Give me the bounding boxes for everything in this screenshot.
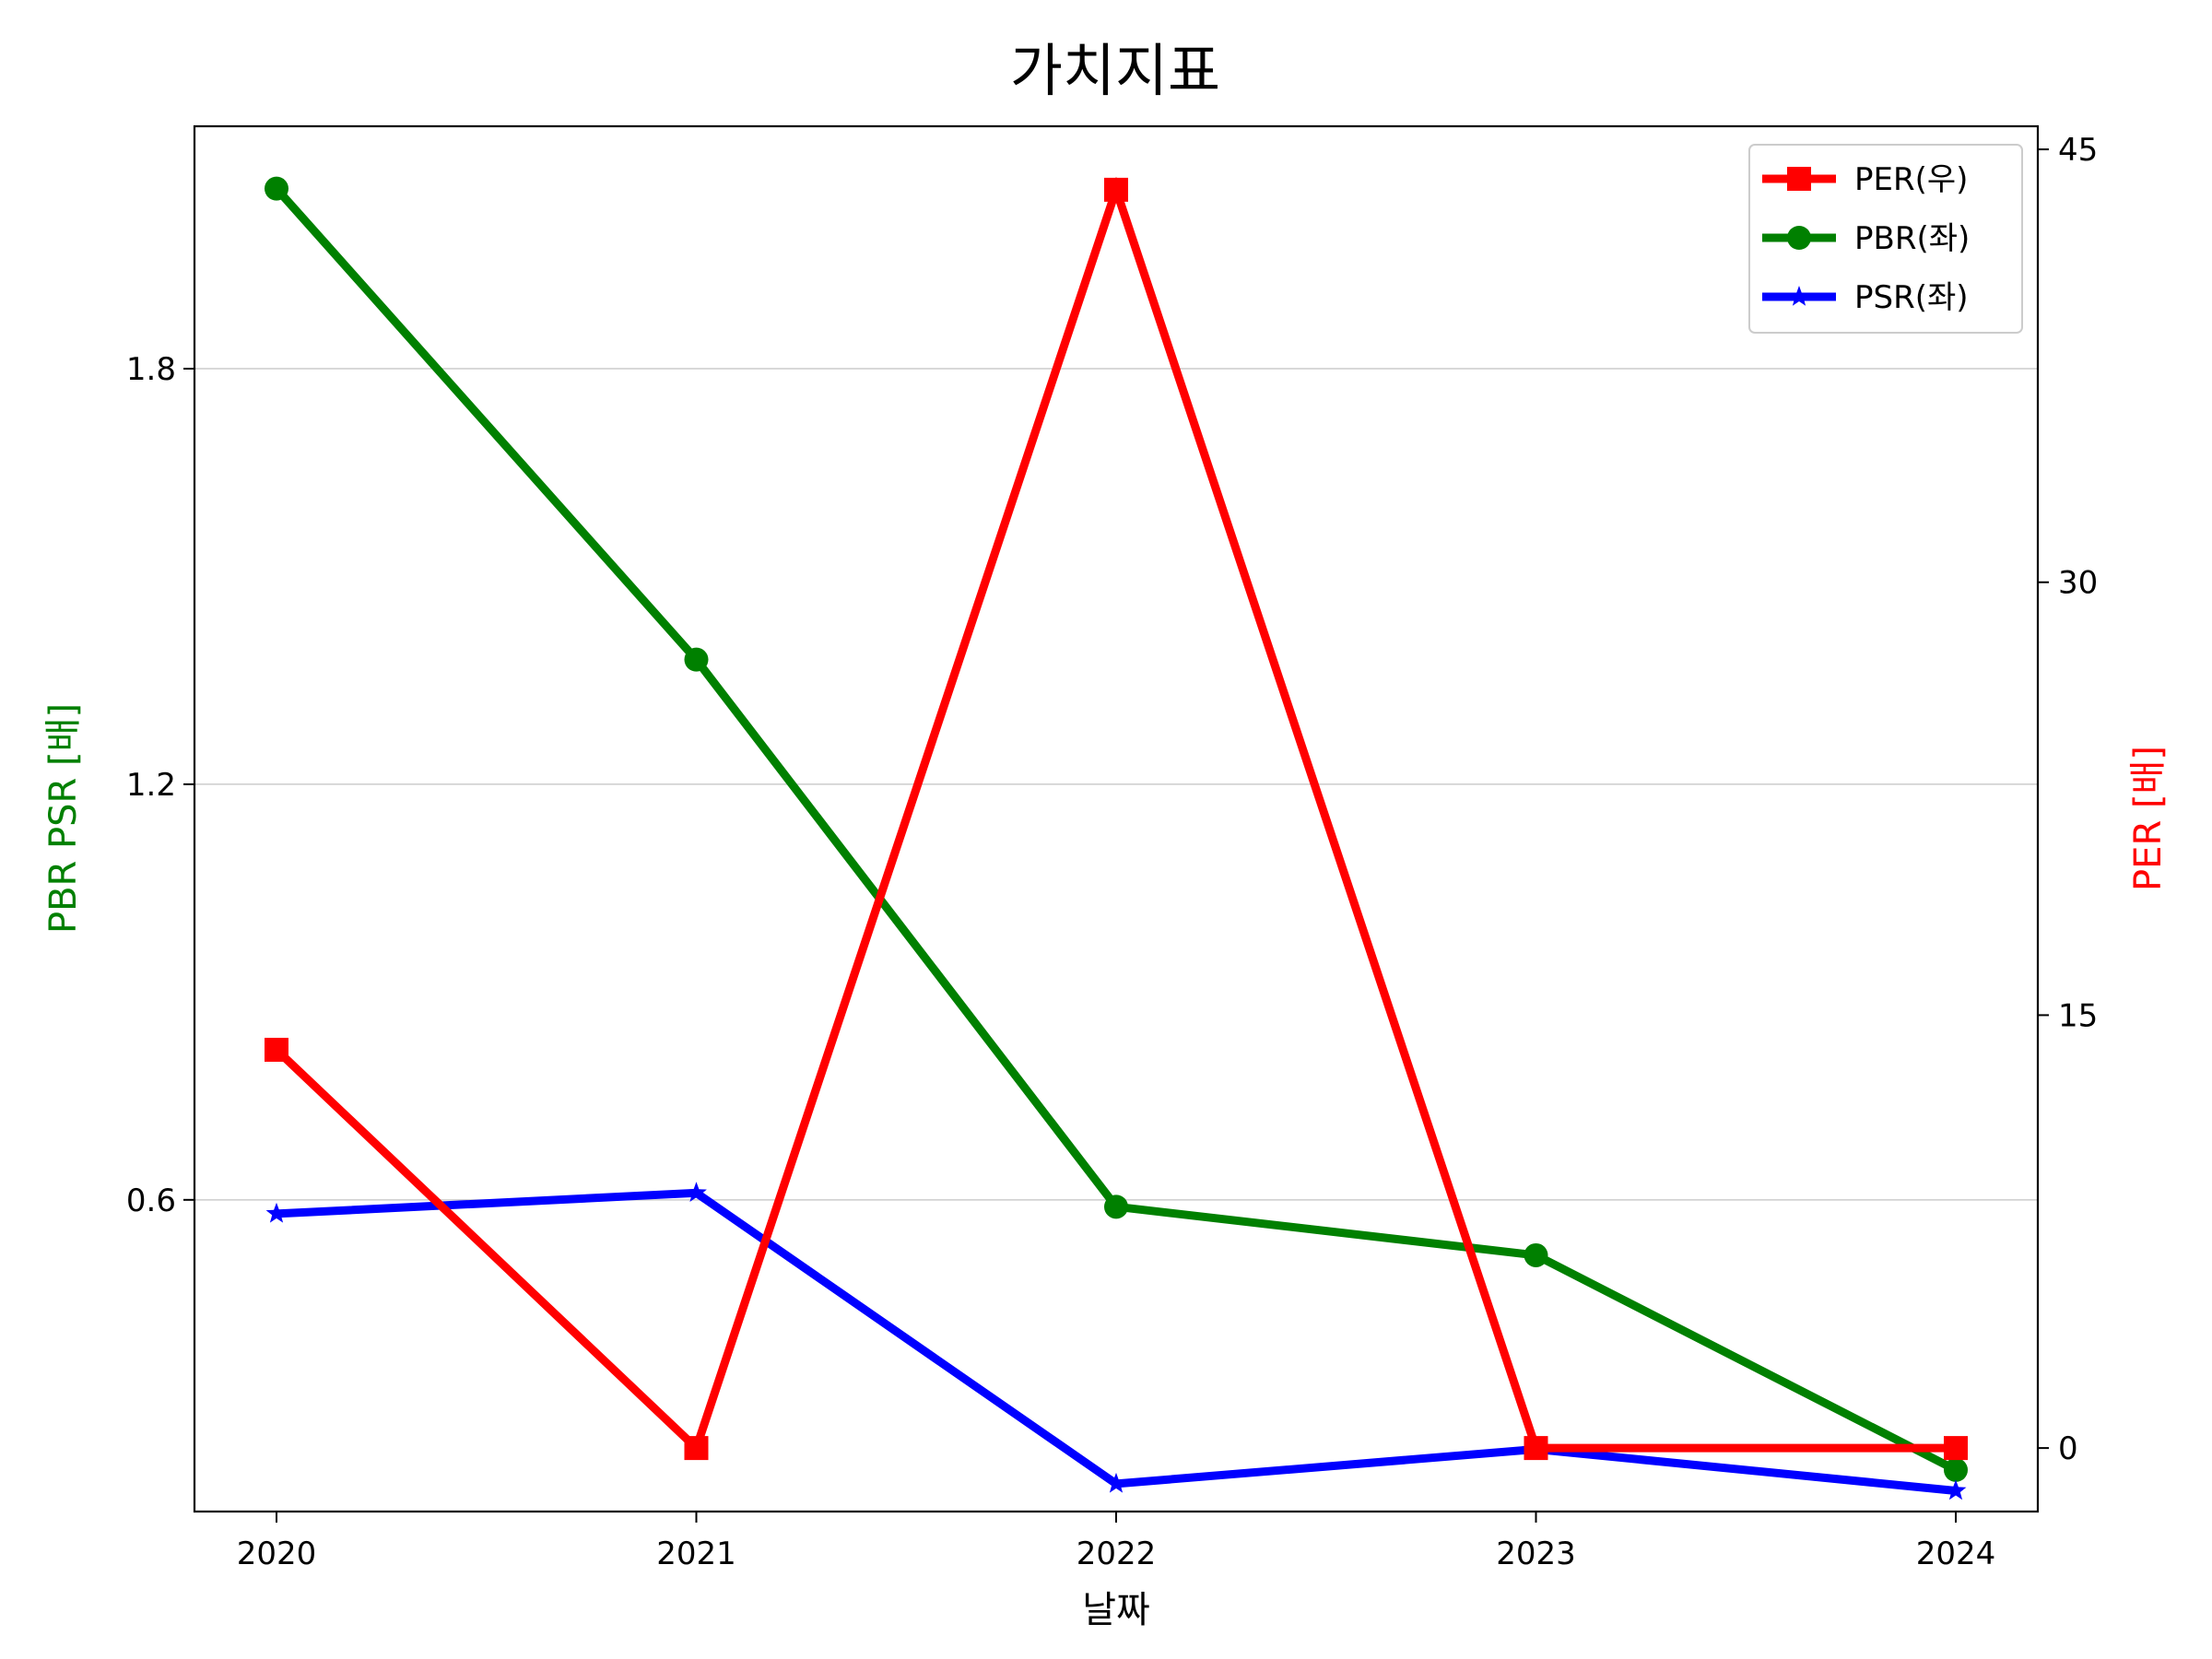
gridlines	[194, 368, 2038, 1201]
legend-marker	[1787, 226, 1811, 250]
data-point	[684, 1436, 709, 1461]
data-point	[1945, 1479, 1967, 1500]
series-layer	[265, 176, 1968, 1500]
legend-label: PBR(좌)	[1854, 220, 1970, 257]
x-tick-label: 2023	[1496, 1535, 1576, 1572]
y-right-tick-label: 30	[2058, 565, 2098, 602]
data-point	[1524, 1436, 1548, 1461]
y-axis-right-label: PER [배]	[2127, 746, 2170, 891]
x-tick-label: 2020	[237, 1535, 317, 1572]
data-point	[1104, 177, 1128, 202]
series-line	[273, 176, 1956, 1456]
legend-label: PER(우)	[1854, 161, 1968, 198]
data-point	[265, 1202, 288, 1223]
x-tick-label: 2024	[1916, 1535, 1996, 1572]
y-left-tick-label: 0.6	[126, 1182, 176, 1219]
data-point	[1104, 1194, 1128, 1219]
plot-frame	[193, 124, 2040, 1513]
y-left-tick-label: 1.8	[126, 351, 176, 388]
legend: PER(우) PBR(좌) PSR(좌)	[1748, 144, 2023, 334]
data-point	[684, 647, 709, 672]
y-left-tick-label: 1.2	[126, 767, 176, 804]
data-point	[265, 1038, 288, 1062]
y-right-tick-label: 45	[2058, 132, 2098, 169]
data-point	[1944, 1436, 1968, 1461]
series-circle	[265, 176, 1968, 1482]
chart-title: 가치지표	[1010, 37, 1220, 104]
y-right-tick-label: 15	[2058, 997, 2098, 1034]
y-right-tick-label: 0	[2058, 1430, 2078, 1467]
data-point	[1105, 1472, 1127, 1493]
data-point	[265, 176, 288, 201]
series-line	[273, 185, 1959, 1474]
axes: 0.6 1.2 1.8 0 15 30 45 2020 2021 2022 2023 2024	[126, 132, 2098, 1572]
x-axis-label: 날짜	[1082, 1589, 1150, 1631]
x-tick-label: 2022	[1077, 1535, 1157, 1572]
legend-box	[1748, 144, 2023, 334]
legend-label: PSR(좌)	[1854, 279, 1969, 316]
series-square	[265, 176, 1968, 1461]
data-point	[686, 1182, 707, 1202]
data-point	[1524, 1242, 1548, 1267]
y-axis-left-label: PBR PSR [배]	[42, 703, 85, 934]
data-point	[1944, 1457, 1968, 1482]
legend-marker	[1787, 167, 1811, 191]
legend-marker	[1788, 286, 1810, 306]
x-tick-label: 2021	[656, 1535, 736, 1572]
